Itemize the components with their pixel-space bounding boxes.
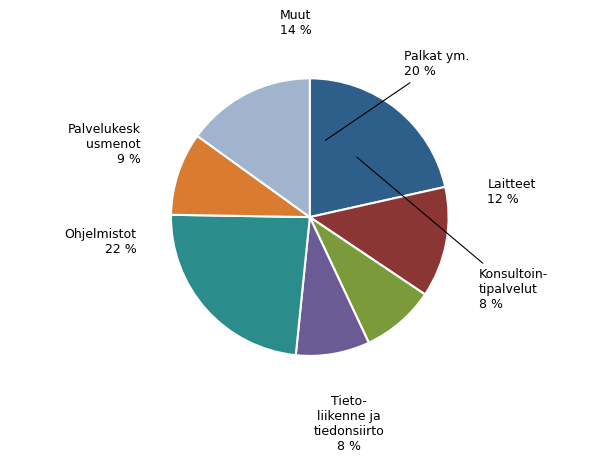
- Wedge shape: [197, 78, 310, 217]
- Wedge shape: [310, 217, 425, 343]
- Text: Muut
14 %: Muut 14 %: [280, 9, 312, 37]
- Text: Tieto-
liikenne ja
tiedonsiirto
8 %: Tieto- liikenne ja tiedonsiirto 8 %: [313, 395, 384, 453]
- Wedge shape: [296, 217, 369, 356]
- Wedge shape: [171, 215, 310, 355]
- Text: Ohjelmistot
22 %: Ohjelmistot 22 %: [64, 228, 136, 256]
- Text: Palkat ym.
20 %: Palkat ym. 20 %: [326, 50, 469, 140]
- Text: Laitteet
12 %: Laitteet 12 %: [487, 178, 536, 206]
- Wedge shape: [310, 78, 446, 217]
- Wedge shape: [310, 187, 449, 295]
- Text: Palvelukesk
usmenot
9 %: Palvelukesk usmenot 9 %: [67, 124, 141, 166]
- Wedge shape: [171, 136, 310, 217]
- Text: Konsultoin-
tipalvelut
8 %: Konsultoin- tipalvelut 8 %: [357, 157, 548, 311]
